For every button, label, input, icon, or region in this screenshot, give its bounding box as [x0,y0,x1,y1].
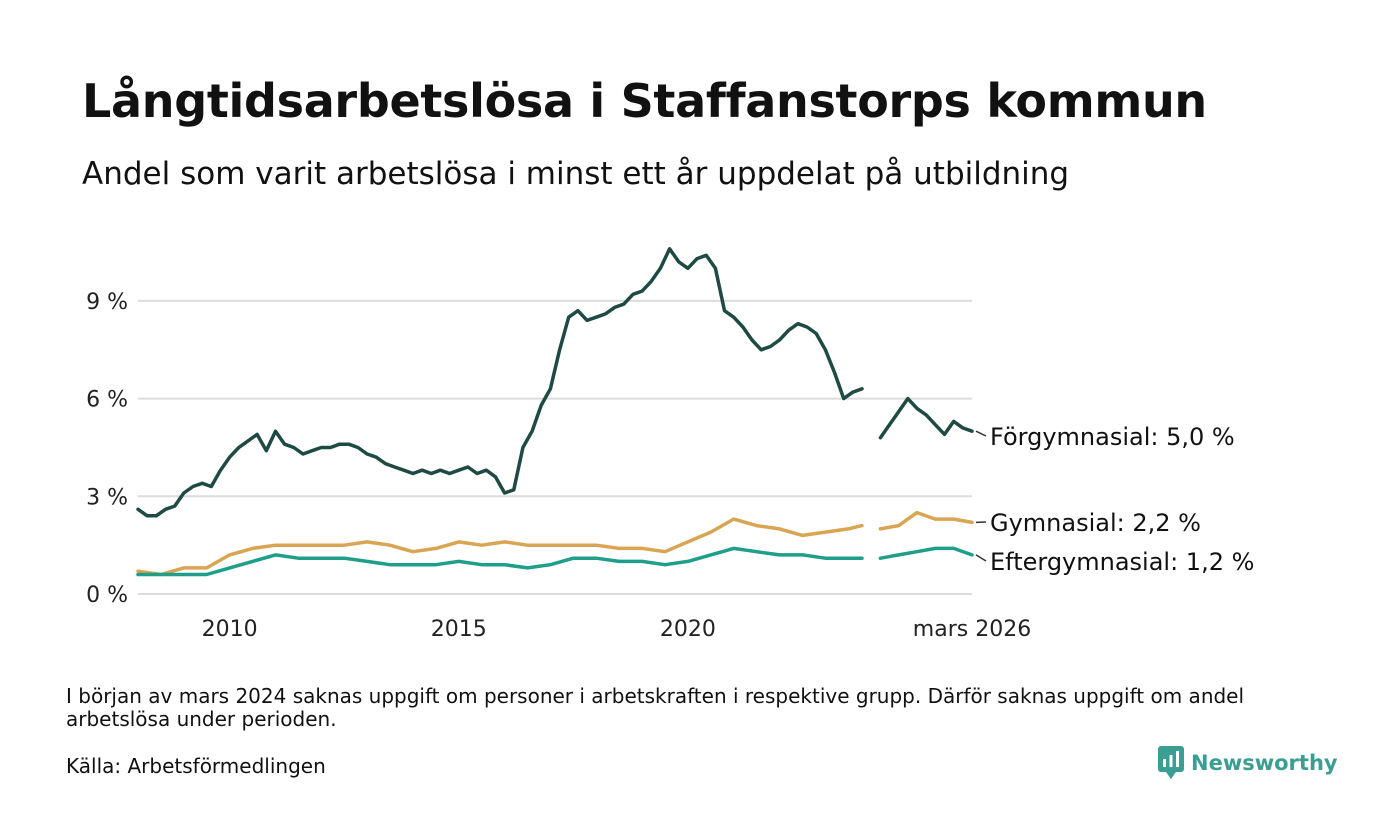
chart-title: Långtidsarbetslösa i Staffanstorps kommu… [82,74,1207,128]
line-chart: 0 % 3 % 6 % 9 % 2010 2015 2020 mars 2026 Förgy… [86,247,1254,642]
source-text: Källa: Arbetsförmedlingen [66,754,326,778]
x-axis-ticks: 2010 2015 2020 mars 2026 [202,617,1032,642]
y-tick-label: 3 % [86,485,128,510]
series-line-förgymnasial [136,247,974,518]
brand-name: Newsworthy [1191,751,1338,775]
series-lines [136,247,974,577]
chart-subtitle: Andel som varit arbetslösa i minst ett å… [82,156,1070,192]
x-tick-label: 2020 [660,617,716,642]
x-tick-label: 2010 [202,617,258,642]
end-label-eftergymnasial: Eftergymnasial: 1,2 % [990,548,1254,576]
x-tick-label: 2015 [431,617,487,642]
end-label-connector [975,430,987,437]
y-tick-label: 6 % [86,388,128,413]
series-line-gymnasial [136,510,974,577]
end-labels: Förgymnasial: 5,0 % Gymnasial: 2,2 % Efter… [975,423,1254,576]
brand-logo[interactable]: Newsworthy [1158,746,1338,780]
gridlines [138,299,972,595]
series-line-eftergymnasial [136,546,974,577]
y-axis-ticks: 0 % 3 % 6 % 9 % [86,290,128,608]
newsworthy-logo-icon [1158,746,1184,779]
x-tick-label: mars 2026 [913,617,1031,642]
y-tick-label: 9 % [86,290,128,315]
footnote: I början av mars 2024 saknas uppgift om … [66,684,1245,731]
end-label-connector [975,554,987,562]
y-tick-label: 0 % [86,583,128,608]
end-label-förgymnasial: Förgymnasial: 5,0 % [990,423,1235,451]
end-label-gymnasial: Gymnasial: 2,2 % [990,509,1201,537]
